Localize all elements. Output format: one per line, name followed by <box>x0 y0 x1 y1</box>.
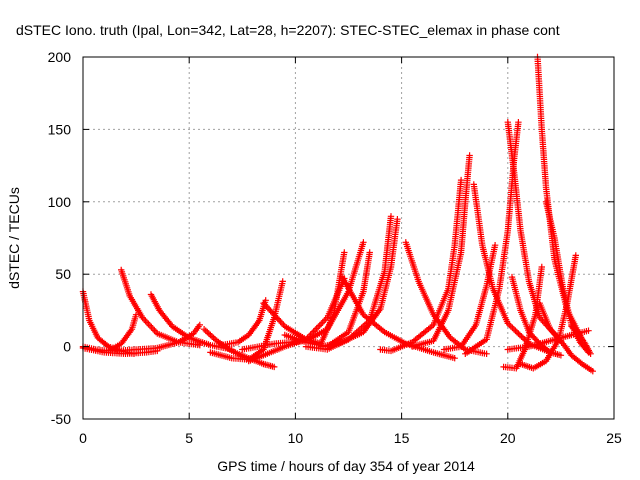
y-tick-label: -50 <box>51 411 71 427</box>
y-tick-label: 100 <box>48 194 72 210</box>
plus-markers <box>409 152 473 350</box>
data-series <box>111 321 203 355</box>
data-series <box>568 323 594 357</box>
x-axis-label: GPS time / hours of day 354 of year 2014 <box>217 458 475 474</box>
data-series <box>500 263 545 372</box>
x-tick-label: 25 <box>606 430 622 446</box>
y-tick-label: 0 <box>63 339 71 355</box>
x-tick-label: 20 <box>500 430 516 446</box>
chart-title: dSTEC Iono. truth (Ipal, Lon=342, Lat=28… <box>16 22 560 38</box>
data-series <box>536 300 596 375</box>
plus-markers <box>536 300 596 375</box>
data-series <box>409 152 473 350</box>
ticks-layer: 0 5 10 15 20 25 -50 0 50 100 150 200 <box>48 49 622 446</box>
x-tick-label: 5 <box>185 430 193 446</box>
y-axis-label: dSTEC / TECUs <box>6 187 22 289</box>
plot-frame <box>82 56 615 420</box>
plus-markers <box>317 216 401 350</box>
plus-markers <box>568 323 594 357</box>
y-tick-label: 150 <box>48 121 72 137</box>
plus-markers <box>504 327 592 353</box>
plus-markers <box>111 321 203 355</box>
grid-layer <box>83 57 614 419</box>
x-tick-label: 15 <box>394 430 410 446</box>
y-tick-label: 50 <box>55 266 71 282</box>
marks-layer <box>79 53 596 375</box>
data-series <box>317 216 401 350</box>
plus-markers <box>500 263 545 372</box>
x-tick-label: 0 <box>79 430 87 446</box>
y-tick-label: 200 <box>48 49 72 65</box>
x-tick-label: 10 <box>288 430 304 446</box>
data-series <box>504 327 592 353</box>
